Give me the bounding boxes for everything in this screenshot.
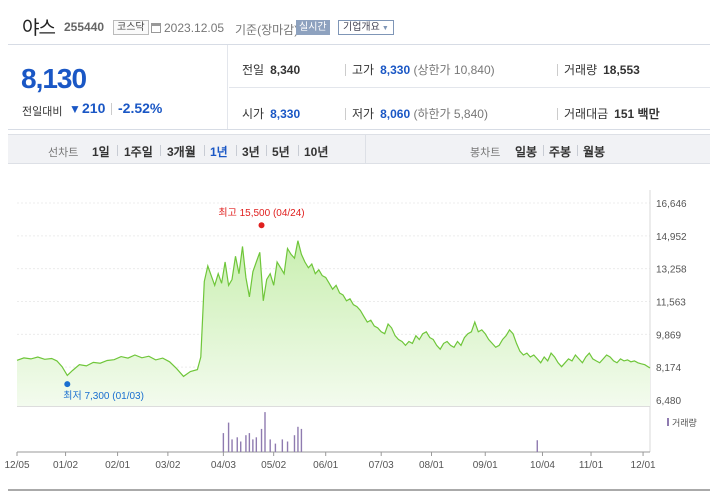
x-tick-label: 07/03 [369,460,394,471]
price-box: 8,130 전일대비 ▼ 210 -2.52% [8,45,228,129]
divider [345,108,346,120]
stock-code: 255440 [64,20,105,34]
prev-close-value: 8,340 [270,63,301,77]
volume-legend-swatch [667,418,669,426]
volume-label: 거래량 [564,63,598,77]
stock-header: 야스 255440 코스닥 2023.12.05 기준(장마감) 실시간 기업개… [0,0,715,40]
group-divider [365,135,366,163]
y-tick-label: 14,952 [656,232,687,243]
lower-limit: (하한가 5,840) [413,107,488,121]
period-1w[interactable]: 1주일 [124,145,153,159]
divider [557,64,558,76]
line-chart-label: 선차트 [48,147,79,159]
calendar-icon [151,23,161,33]
volume-cell: 거래량 18,553 [564,61,640,78]
x-tick-label: 02/01 [105,460,130,471]
change-label: 전일대비 [22,106,63,118]
low-value: 8,060 [380,107,411,121]
divider [204,145,205,156]
open-cell: 시가 8,330 [242,105,300,122]
period-10y[interactable]: 10년 [304,145,329,159]
high-label: 고가 [352,63,375,77]
divider [266,145,267,156]
x-tick-label: 12/05 [4,460,29,471]
change-value: 210 [82,100,106,116]
divider [160,145,161,156]
open-value: 8,330 [270,107,301,121]
candle-chart-label: 봉차트 [470,147,501,159]
divider [345,64,346,76]
period-3m[interactable]: 3개월 [167,145,196,159]
down-triangle-icon: ▼ [69,102,81,116]
upper-limit: (상한가 10,840) [413,63,495,77]
divider [117,145,118,156]
x-tick-label: 04/03 [211,460,236,471]
x-tick-label: 09/01 [473,460,498,471]
change-percent: -2.52% [118,100,163,116]
trade-value-unit: 백만 [637,107,660,121]
y-tick-label: 6,480 [656,396,681,407]
high-point-marker [258,222,265,229]
volume-value: 18,553 [603,63,640,77]
candle-monthly[interactable]: 월봉 [583,145,606,159]
candle-weekly[interactable]: 주봉 [549,145,572,159]
period-1y[interactable]: 1년 [210,145,228,159]
row-divider [229,87,710,88]
x-tick-label: 11/01 [579,460,604,471]
high-annotation: 최고 15,500 (04/24) [218,207,304,219]
low-cell: 저가 8,060 (하한가 5,840) [352,105,488,122]
volume-legend: 거래량 [672,417,697,428]
trade-value-label: 거래대금 [564,107,609,121]
prev-close-cell: 전일 8,340 [242,61,300,78]
x-tick-label: 06/01 [313,460,338,471]
quote-basis: 기준(장마감) [235,23,299,37]
high-value: 8,330 [380,63,411,77]
market-badge: 코스닥 [113,20,149,35]
low-label: 저가 [352,107,375,121]
divider [557,108,558,120]
low-point-marker [64,381,71,388]
price-area [17,240,650,406]
prev-close-label: 전일 [242,63,265,77]
trade-value: 151 [614,107,635,121]
company-overview-dropdown[interactable]: 기업개요 ▼ [338,20,394,35]
high-cell: 고가 8,330 (상한가 10,840) [352,61,495,78]
quote-panel: 8,130 전일대비 ▼ 210 -2.52% 전일 8,340 고가 8,330 … [8,44,710,130]
period-5y[interactable]: 5년 [272,145,290,159]
x-tick-label: 03/02 [155,460,180,471]
y-tick-label: 9,869 [656,330,681,341]
divider [543,145,544,156]
price-line [16,240,651,378]
divider [236,145,237,156]
divider [298,145,299,156]
x-tick-label: 12/01 [631,460,656,471]
quote-date: 2023.12.05 [164,21,225,35]
divider [577,145,578,156]
x-tick-label: 10/04 [530,460,555,471]
candle-daily[interactable]: 일봉 [515,145,538,159]
x-tick-label: 08/01 [419,460,444,471]
company-overview-label: 기업개요 [343,22,380,33]
x-tick-label: 05/02 [261,460,286,471]
x-tick-label: 01/02 [53,460,78,471]
divider [111,103,112,115]
y-tick-label: 8,174 [656,363,681,374]
stock-name: 야스 [22,18,56,39]
open-label: 시가 [242,107,265,121]
current-price: 8,130 [21,63,87,94]
chevron-down-icon: ▼ [381,25,389,32]
y-tick-label: 16,646 [656,199,687,210]
period-1d[interactable]: 1일 [92,145,110,159]
price-chart: 16,646 14,952 13,258 11,563 9,869 8,174 6,480 … [0,164,715,496]
chart-period-bar: 선차트 1일 1주일 3개월 1년 3년 5년 10년 봉차트 일봉 주봉 월봉 [8,134,710,164]
low-annotation: 최저 7,300 (01/03) [63,390,144,402]
realtime-button[interactable]: 실시간 [296,20,330,35]
trade-value-cell: 거래대금 151 백만 [564,105,660,122]
period-3y[interactable]: 3년 [242,145,260,159]
y-tick-label: 13,258 [656,265,687,276]
price-chart-svg: 16,64614,95213,25811,5639,8698,1746,480 … [4,190,710,491]
y-tick-label: 11,563 [656,298,686,309]
